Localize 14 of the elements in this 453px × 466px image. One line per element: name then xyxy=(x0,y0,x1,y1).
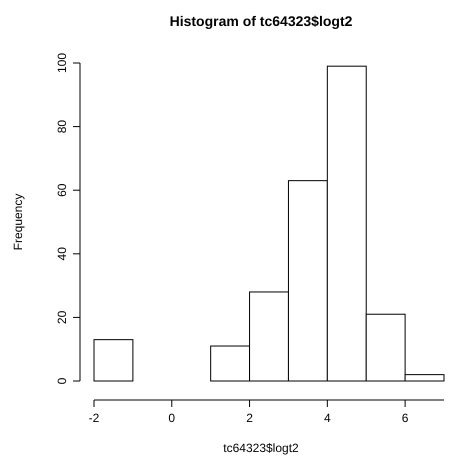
y-tick-label: 20 xyxy=(55,310,69,324)
y-axis-title: Frequency xyxy=(11,194,25,250)
x-tick-label: 2 xyxy=(246,411,254,425)
y-tick-label: 100 xyxy=(55,52,69,74)
y-tick-label: 80 xyxy=(55,120,69,134)
y-tick-label: 40 xyxy=(55,246,69,260)
x-tick-label: 6 xyxy=(402,411,409,425)
y-tick-label: 0 xyxy=(55,377,69,384)
y-tick-label: 60 xyxy=(55,183,69,197)
x-tick-label: -2 xyxy=(88,411,100,425)
x-axis-title: tc64323$logt2 xyxy=(223,441,300,455)
x-tick-label: 0 xyxy=(168,411,176,425)
chart-title: Histogram of tc64323$logt2 xyxy=(170,13,353,29)
x-tick-label: 4 xyxy=(324,411,331,425)
